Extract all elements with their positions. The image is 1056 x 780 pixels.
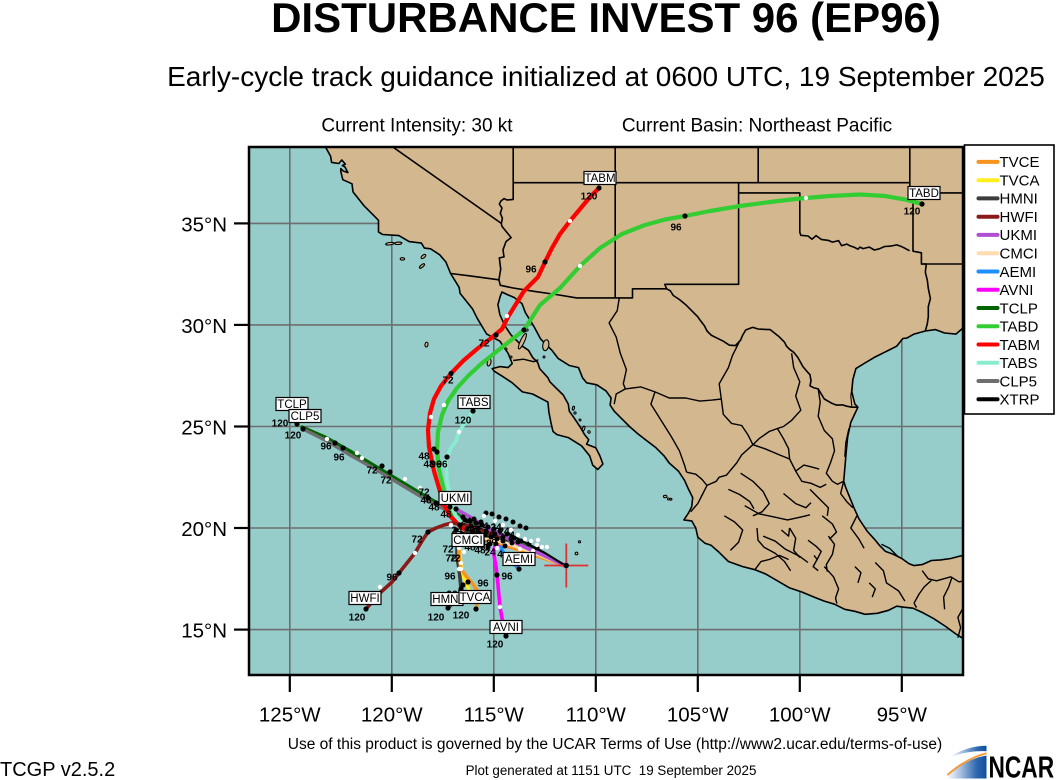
svg-text:Use of this product is governe: Use of this product is governed by the U… — [288, 736, 942, 753]
svg-text:HWFI: HWFI — [1000, 209, 1038, 226]
svg-text:CMCI: CMCI — [453, 535, 482, 547]
svg-text:100°W: 100°W — [769, 704, 831, 727]
svg-text:30°N: 30°N — [181, 315, 227, 338]
svg-text:CMCI: CMCI — [1000, 246, 1038, 263]
svg-text:TCLP: TCLP — [277, 399, 307, 411]
svg-text:72: 72 — [445, 554, 457, 565]
svg-text:TABD: TABD — [909, 188, 939, 200]
svg-text:48: 48 — [480, 539, 492, 550]
svg-text:120: 120 — [285, 431, 302, 442]
svg-text:UKMI: UKMI — [441, 493, 470, 505]
svg-text:35°N: 35°N — [181, 213, 227, 236]
svg-text:8: 8 — [491, 536, 497, 547]
svg-text:Current Basin: Northeast Pacif: Current Basin: Northeast Pacific — [622, 116, 892, 137]
svg-text:24: 24 — [490, 523, 502, 534]
svg-text:96: 96 — [501, 572, 513, 583]
svg-text:TABS: TABS — [459, 397, 489, 409]
svg-text:120: 120 — [349, 613, 366, 624]
svg-text:NCAR: NCAR — [989, 750, 1055, 780]
svg-text:96: 96 — [525, 265, 537, 276]
svg-text:20°N: 20°N — [181, 518, 227, 541]
svg-text:Early-cycle track guidance ini: Early-cycle track guidance initialized a… — [167, 61, 1045, 92]
svg-text:72: 72 — [479, 543, 491, 554]
svg-text:48: 48 — [464, 543, 476, 554]
svg-text:48: 48 — [474, 546, 486, 557]
svg-text:72: 72 — [442, 545, 454, 556]
svg-text:72: 72 — [442, 376, 454, 387]
svg-text:UKMI: UKMI — [1000, 227, 1038, 244]
svg-text:72: 72 — [418, 488, 430, 499]
svg-text:AEMI: AEMI — [1000, 264, 1037, 281]
svg-text:96: 96 — [436, 460, 448, 471]
svg-text:24: 24 — [483, 530, 495, 541]
svg-text:AEMI: AEMI — [505, 554, 533, 566]
svg-text:72: 72 — [478, 339, 490, 350]
svg-text:TCLP: TCLP — [1000, 300, 1038, 317]
svg-text:24: 24 — [484, 548, 496, 559]
svg-text:AVNI: AVNI — [1000, 282, 1034, 299]
svg-text:110°W: 110°W — [566, 704, 627, 727]
svg-text:48: 48 — [428, 503, 440, 514]
svg-text:72: 72 — [411, 535, 423, 546]
svg-text:CLP5: CLP5 — [1000, 373, 1038, 390]
svg-text:4: 4 — [509, 531, 515, 542]
svg-text:120°W: 120°W — [361, 704, 423, 727]
svg-text:TVCA: TVCA — [1000, 173, 1040, 190]
svg-text:96: 96 — [333, 453, 345, 464]
svg-text:XTRP: XTRP — [1000, 392, 1040, 409]
svg-text:96: 96 — [444, 572, 456, 583]
svg-text:120: 120 — [428, 613, 445, 624]
svg-text:72: 72 — [380, 476, 392, 487]
svg-text:4: 4 — [497, 550, 503, 561]
svg-text:24: 24 — [451, 526, 463, 537]
svg-text:120: 120 — [272, 419, 289, 430]
svg-text:96: 96 — [477, 579, 489, 590]
svg-text:105°W: 105°W — [667, 704, 729, 727]
svg-text:24: 24 — [477, 522, 489, 533]
svg-text:TABM: TABM — [1000, 337, 1041, 354]
svg-text:HMNI: HMNI — [1000, 191, 1038, 208]
svg-text:96: 96 — [386, 573, 398, 584]
svg-text:CLP5: CLP5 — [291, 411, 320, 423]
svg-text:24: 24 — [498, 527, 510, 538]
svg-text:HWFI: HWFI — [350, 593, 379, 605]
svg-text:DISTURBANCE INVEST 96 (EP96): DISTURBANCE INVEST 96 (EP96) — [271, 0, 941, 41]
svg-text:48: 48 — [420, 496, 432, 507]
svg-text:24: 24 — [460, 517, 472, 528]
svg-text:120: 120 — [453, 611, 470, 622]
svg-text:96: 96 — [320, 442, 332, 453]
svg-text:48: 48 — [423, 460, 435, 471]
svg-text:HMNI: HMNI — [432, 594, 461, 606]
svg-text:AVNI: AVNI — [493, 622, 519, 634]
svg-text:25°N: 25°N — [181, 417, 227, 440]
svg-text:48: 48 — [418, 452, 430, 463]
svg-text:72: 72 — [449, 554, 461, 565]
svg-text:TCGP v2.5.2: TCGP v2.5.2 — [0, 759, 115, 780]
svg-text:72: 72 — [366, 466, 378, 477]
svg-text:15°N: 15°N — [181, 620, 227, 643]
svg-text:48: 48 — [440, 510, 452, 521]
svg-text:TVCE: TVCE — [1000, 154, 1040, 171]
svg-text:125°W: 125°W — [259, 704, 321, 727]
svg-text:115°W: 115°W — [464, 704, 525, 727]
svg-text:TVCA: TVCA — [460, 592, 491, 604]
svg-text:96: 96 — [670, 223, 682, 234]
svg-text:95°W: 95°W — [877, 704, 928, 727]
svg-text:Current Intensity: 30 kt: Current Intensity: 30 kt — [321, 116, 513, 137]
svg-text:TABS: TABS — [1000, 355, 1038, 372]
svg-text:48: 48 — [466, 525, 478, 536]
svg-text:120: 120 — [904, 207, 921, 218]
svg-text:120: 120 — [581, 192, 598, 203]
svg-text:Plot generated at 1151 UTC 19: Plot generated at 1151 UTC 19 September … — [466, 763, 757, 778]
svg-text:TABM: TABM — [584, 173, 615, 185]
svg-text:120: 120 — [487, 640, 504, 651]
svg-text:TABD: TABD — [1000, 319, 1039, 336]
svg-text:96: 96 — [430, 460, 442, 471]
svg-text:120: 120 — [455, 416, 472, 427]
